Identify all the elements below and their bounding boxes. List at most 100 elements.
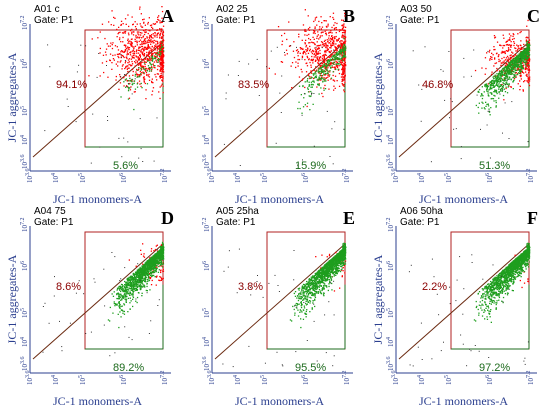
point-monomer	[524, 57, 526, 59]
point-aggregate	[304, 43, 306, 45]
point-aggregate	[136, 75, 139, 77]
point-aggregate	[501, 50, 503, 53]
point-monomer	[123, 313, 126, 315]
point-monomer	[528, 52, 530, 54]
point-monomer	[478, 91, 480, 93]
point-monomer	[133, 277, 135, 279]
point-monomer	[508, 70, 510, 72]
point-aggregate	[140, 72, 143, 74]
point-monomer	[496, 80, 498, 82]
point-aggregate	[504, 52, 506, 55]
x-tick-label: 104	[51, 375, 60, 385]
point-monomer	[128, 284, 130, 286]
point-aggregate	[148, 276, 151, 278]
point-monomer	[138, 67, 140, 69]
point-monomer	[521, 67, 523, 69]
point-aggregate	[132, 74, 134, 76]
point-aggregate	[149, 46, 151, 48]
point-debris	[519, 58, 521, 60]
point-debris	[476, 94, 478, 96]
point-monomer	[161, 249, 163, 251]
point-monomer	[331, 65, 333, 67]
point-aggregate	[137, 62, 139, 65]
point-debris	[156, 117, 158, 119]
point-aggregate	[133, 57, 135, 59]
point-aggregate	[314, 47, 316, 49]
point-aggregate	[104, 37, 106, 40]
point-monomer	[523, 57, 525, 59]
point-monomer	[520, 63, 523, 65]
point-monomer	[124, 285, 126, 287]
point-aggregate	[341, 68, 343, 70]
point-monomer	[486, 84, 489, 87]
point-monomer	[320, 70, 323, 72]
point-monomer	[155, 254, 157, 256]
point-debris	[44, 130, 46, 132]
point-aggregate	[290, 65, 292, 67]
point-aggregate	[528, 71, 530, 73]
point-aggregate	[301, 55, 304, 57]
point-monomer	[488, 108, 490, 110]
point-monomer	[153, 268, 155, 270]
point-aggregate	[511, 38, 514, 40]
point-monomer	[506, 92, 509, 94]
point-monomer	[162, 253, 164, 255]
point-monomer	[339, 58, 341, 60]
point-monomer	[130, 285, 132, 287]
point-monomer	[523, 54, 526, 56]
point-aggregate	[142, 48, 144, 50]
point-aggregate	[507, 44, 510, 46]
point-aggregate	[317, 56, 319, 58]
point-monomer	[494, 85, 496, 87]
point-aggregate	[520, 78, 522, 80]
point-debris	[313, 145, 315, 147]
point-aggregate	[525, 62, 528, 64]
point-monomer	[317, 78, 319, 80]
point-monomer	[120, 293, 122, 295]
point-aggregate	[325, 46, 327, 48]
point-aggregate	[153, 47, 155, 49]
point-debris	[487, 110, 489, 112]
point-monomer	[493, 91, 495, 93]
point-aggregate	[120, 41, 122, 43]
point-aggregate	[314, 51, 317, 53]
point-monomer	[136, 274, 139, 276]
point-aggregate	[160, 63, 163, 66]
point-aggregate	[331, 26, 333, 29]
point-aggregate	[526, 73, 528, 75]
point-aggregate	[320, 41, 323, 43]
point-aggregate	[330, 44, 332, 47]
point-monomer	[337, 63, 339, 65]
point-aggregate	[336, 80, 338, 82]
point-aggregate	[511, 55, 514, 57]
point-aggregate	[162, 76, 164, 79]
point-aggregate	[131, 60, 133, 63]
point-aggregate	[313, 53, 315, 56]
point-monomer	[134, 278, 137, 281]
scatter-points	[223, 9, 347, 166]
point-monomer	[506, 67, 508, 69]
point-monomer	[123, 303, 125, 305]
point-aggregate	[320, 16, 322, 18]
point-debris	[276, 46, 278, 48]
point-monomer	[512, 60, 514, 62]
point-monomer	[149, 68, 151, 70]
point-monomer	[152, 258, 154, 260]
point-monomer	[141, 274, 143, 276]
point-aggregate	[159, 77, 161, 79]
point-monomer	[484, 108, 486, 110]
point-aggregate	[307, 28, 310, 30]
point-monomer	[481, 86, 483, 88]
point-monomer	[478, 89, 481, 91]
point-monomer	[480, 95, 482, 97]
point-aggregate	[528, 41, 530, 43]
point-aggregate	[315, 59, 317, 61]
point-debris	[157, 305, 159, 306]
point-aggregate	[161, 48, 164, 50]
point-aggregate	[143, 253, 145, 255]
point-aggregate	[336, 49, 338, 52]
point-aggregate	[148, 50, 150, 52]
point-monomer	[332, 55, 335, 57]
point-aggregate	[329, 47, 331, 49]
lower-percentage: 51.3%	[479, 160, 510, 172]
